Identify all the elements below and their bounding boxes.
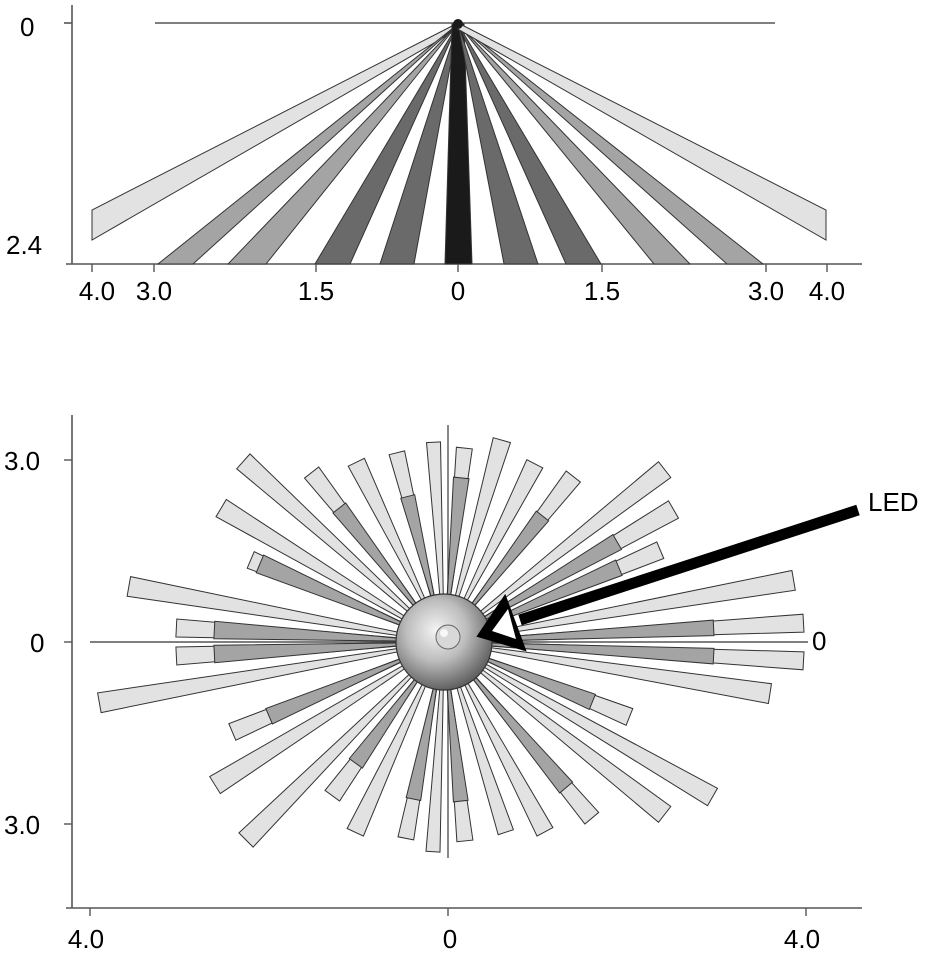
side-view: 0 2.4 4.0 3.0 1.5 0 1.5 3.0 4.0: [6, 5, 862, 306]
side-beam: [457, 23, 765, 265]
side-y-tick-label-2.4: 2.4: [6, 230, 42, 260]
top-y-tick-label: 3.0: [4, 810, 40, 840]
side-beam: [379, 23, 459, 265]
led-annotation-label: LED: [868, 487, 919, 517]
top-x-tick-label: 0: [443, 924, 457, 954]
led-sensor: [395, 593, 493, 691]
side-beam: [314, 23, 459, 265]
top-view: LED 0 3.0 0 3.0 4.0 0 4.0: [4, 415, 919, 954]
led-arrow-head-inner: [492, 609, 516, 639]
side-x-tick-label: 3.0: [748, 276, 784, 306]
side-y-tick-label-0: 0: [20, 12, 34, 42]
top-x-tick-label: 4.0: [784, 924, 820, 954]
side-beam-group: [91, 19, 827, 265]
top-right-zero-label: 0: [812, 626, 826, 656]
top-beam-group: [97, 437, 805, 853]
side-x-tick-label: 1.5: [584, 276, 620, 306]
side-x-tick-label: 3.0: [136, 276, 172, 306]
top-y-tick-label: 3.0: [4, 446, 40, 476]
side-beam: [457, 23, 692, 265]
side-beam: [457, 23, 602, 265]
side-beam: [226, 23, 459, 265]
top-y-tick-label: 0: [30, 628, 44, 658]
led-arrow: [476, 504, 860, 652]
top-x-tick-label: 4.0: [68, 924, 104, 954]
led-sensor-lens-highlight: [440, 629, 448, 637]
side-x-tick-label: 4.0: [809, 276, 845, 306]
side-x-tick-label: 0: [451, 276, 465, 306]
side-x-tick-label: 1.5: [298, 276, 334, 306]
side-x-ticks: [91, 264, 828, 272]
led-sensor-lens: [435, 624, 461, 650]
side-x-tick-label: 4.0: [79, 276, 115, 306]
led-arrow-shaft: [518, 504, 860, 626]
side-beam-apex: [453, 19, 463, 29]
side-beam: [156, 23, 459, 265]
side-beam: [457, 23, 539, 265]
